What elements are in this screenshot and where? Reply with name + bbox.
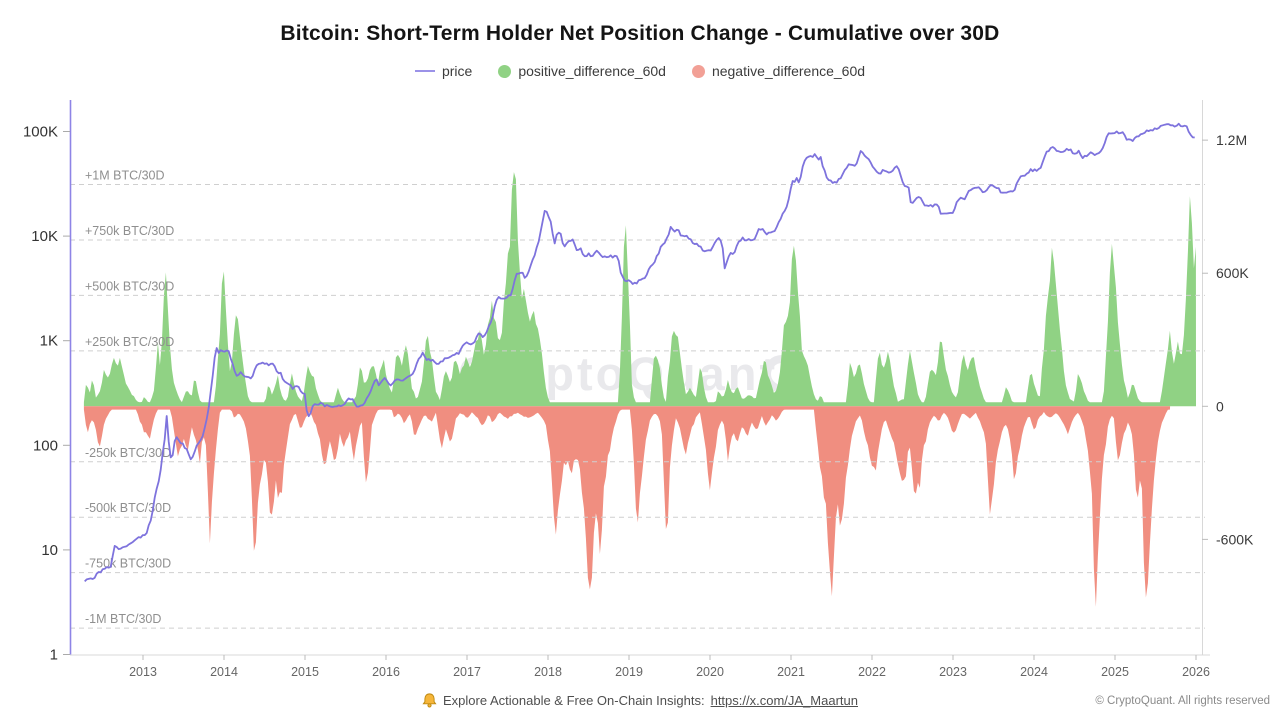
legend-label: price — [441, 63, 473, 79]
price-line-swatch — [414, 70, 435, 72]
gridline-label: -250k BTC/30D — [85, 446, 171, 460]
x-axis-tick-label: 2026 — [1182, 665, 1210, 679]
x-axis-tick-label: 2023 — [939, 665, 967, 679]
gridline-label: +250k BTC/30D — [85, 335, 174, 349]
gridline-label: -1M BTC/30D — [85, 612, 161, 626]
gridline-label: +500k BTC/30D — [85, 279, 174, 293]
chart-footer: Explore Actionable & Free On-Chain Insig… — [0, 693, 1280, 713]
x-axis-tick-label: 2016 — [372, 665, 400, 679]
legend-label: positive_difference_60d — [518, 63, 666, 79]
legend-label: negative_difference_60d — [711, 63, 866, 79]
gridline-label: -500k BTC/30D — [85, 501, 171, 515]
left-axis-tick-label: 100K — [23, 124, 58, 141]
x-axis-tick-label: 2019 — [615, 665, 643, 679]
promo-link[interactable]: https://x.com/JA_Maartun — [710, 693, 858, 708]
footer-promo: Explore Actionable & Free On-Chain Insig… — [0, 693, 1280, 708]
chart-legend: price positive_difference_60d negative_d… — [0, 63, 1280, 79]
x-axis-tick-label: 2018 — [534, 665, 562, 679]
left-axis-tick-label: 100 — [33, 437, 58, 454]
x-axis-tick-label: 2014 — [210, 665, 238, 679]
gridline-label: -750k BTC/30D — [85, 557, 171, 571]
x-axis-tick-label: 2024 — [1020, 665, 1048, 679]
chart-title: Bitcoin: Short-Term Holder Net Position … — [280, 22, 1000, 45]
price-line — [84, 122, 1195, 583]
gridline-label: +1M BTC/30D — [85, 169, 165, 183]
negative-difference-area — [83, 406, 1171, 607]
x-axis-tick-label: 2013 — [129, 665, 157, 679]
x-axis-tick-label: 2017 — [453, 665, 481, 679]
positive-difference-area — [83, 172, 1196, 407]
right-axis-tick-label: 1.2M — [1216, 132, 1247, 148]
promo-text: Explore Actionable & Free On-Chain Insig… — [443, 693, 705, 708]
gridline-label: +750k BTC/30D — [85, 224, 174, 238]
right-axis-tick-label: -600K — [1216, 531, 1254, 547]
x-axis-tick-label: 2025 — [1101, 665, 1129, 679]
bell-icon — [422, 693, 437, 708]
copyright-notice: © CryptoQuant. All rights reserved — [1095, 695, 1270, 707]
positive-difference-swatch — [498, 64, 512, 78]
legend-item-price[interactable]: price — [414, 63, 473, 79]
right-axis-tick-label: 0 — [1216, 398, 1224, 414]
left-axis-tick-label: 10 — [41, 542, 58, 559]
legend-item-positive-difference[interactable]: positive_difference_60d — [498, 63, 666, 79]
left-axis-tick-label: 1 — [50, 647, 58, 664]
x-axis-tick-label: 2020 — [696, 665, 724, 679]
legend-item-negative-difference[interactable]: negative_difference_60d — [691, 63, 866, 79]
x-axis-tick-label: 2021 — [777, 665, 805, 679]
x-axis-tick-label: 2015 — [291, 665, 319, 679]
right-axis-tick-label: 600K — [1216, 265, 1249, 281]
left-axis-tick-label: 1K — [40, 333, 58, 350]
x-axis-tick-label: 2022 — [858, 665, 886, 679]
left-axis-tick-label: 10K — [31, 228, 58, 245]
negative-difference-swatch — [691, 64, 705, 78]
